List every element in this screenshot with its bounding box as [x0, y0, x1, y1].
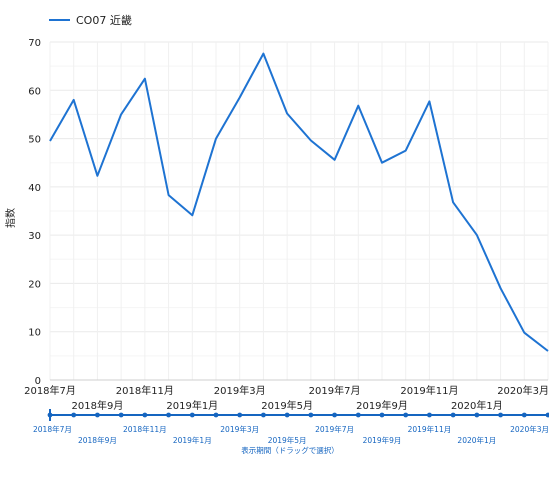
legend[interactable]: CO07 近畿 [49, 13, 132, 27]
range-navigator[interactable]: 2018年7月 2018年11月 2019年3月 2019年7月 2019年11月 202… [33, 409, 549, 455]
navigator-tick-label: 2020年1月 [457, 435, 496, 445]
navigator-tick-label: 2018年7月 [33, 424, 72, 434]
x-tick-label: 2019年7月 [309, 384, 361, 397]
x-tick-label: 2019年5月 [261, 399, 313, 412]
navigator-tick-label: 2018年11月 [123, 424, 167, 434]
x-tick-label: 2018年7月 [24, 384, 76, 397]
navigator-point [545, 412, 549, 418]
series-group [49, 52, 549, 352]
y-tick-label: 50 [28, 135, 41, 146]
navigator-tick-label: 2020年3月 [510, 424, 549, 434]
x-tick-label: 2019年1月 [166, 399, 218, 412]
y-tick-label: 60 [28, 86, 41, 97]
navigator-point [213, 412, 219, 418]
y-tick-label: 40 [28, 183, 41, 194]
navigator-point [189, 412, 195, 418]
y-tick-label: 0 [35, 376, 41, 387]
navigator-point [118, 412, 124, 418]
navigator-point [237, 412, 243, 418]
y-tick-label: 70 [28, 38, 41, 49]
x-tick-label: 2019年9月 [356, 399, 408, 412]
series-line-co07 [49, 52, 549, 352]
navigator-tick-label: 2019年7月 [315, 424, 354, 434]
navigator-point [427, 412, 432, 418]
navigator-tick-label: 2019年11月 [408, 424, 452, 434]
navigator-point [450, 412, 456, 418]
navigator-point [71, 412, 77, 418]
navigator-point [379, 412, 385, 418]
y-axis-label: 指数 [4, 208, 17, 228]
x-tick-label: 2018年9月 [72, 399, 124, 412]
navigator-point [47, 412, 53, 418]
navigator-tick-label: 2018年9月 [78, 435, 117, 445]
x-tick-label: 2020年3月 [497, 384, 549, 397]
navigator-point [521, 412, 527, 418]
navigator-tick-label: 2019年3月 [220, 424, 259, 434]
x-tick-label: 2019年11月 [400, 384, 458, 397]
y-axis: 0 10 20 30 40 50 60 70 [28, 38, 41, 387]
navigator-point [284, 412, 290, 418]
x-tick-label: 2020年1月 [451, 399, 503, 412]
navigator-point [403, 412, 409, 418]
chart-grid [49, 41, 549, 381]
y-tick-label: 30 [28, 231, 41, 242]
x-tick-label: 2018年11月 [116, 384, 174, 397]
navigator-tick-label: 2019年1月 [173, 435, 212, 445]
navigator-point [474, 412, 480, 418]
navigator-point [142, 412, 148, 418]
navigator-point [498, 412, 503, 418]
navigator-point [261, 412, 266, 418]
x-tick-label: 2019年3月 [214, 384, 266, 397]
navigator-tick-label: 2019年9月 [363, 435, 402, 445]
navigator-point [332, 412, 337, 418]
y-tick-label: 20 [28, 279, 41, 290]
navigator-point [166, 412, 171, 418]
navigator-point [308, 412, 314, 418]
navigator-point [355, 412, 361, 418]
navigator-tick-label: 2019年5月 [268, 435, 307, 445]
x-axis: 2018年7月 2018年11月 2019年3月 2019年7月 2019年11月 202… [24, 384, 549, 412]
navigator-caption: 表示期間（ドラッグで選択） [241, 445, 339, 455]
y-tick-label: 10 [28, 328, 41, 339]
legend-label: CO07 近畿 [76, 13, 132, 27]
navigator-point [95, 412, 100, 418]
